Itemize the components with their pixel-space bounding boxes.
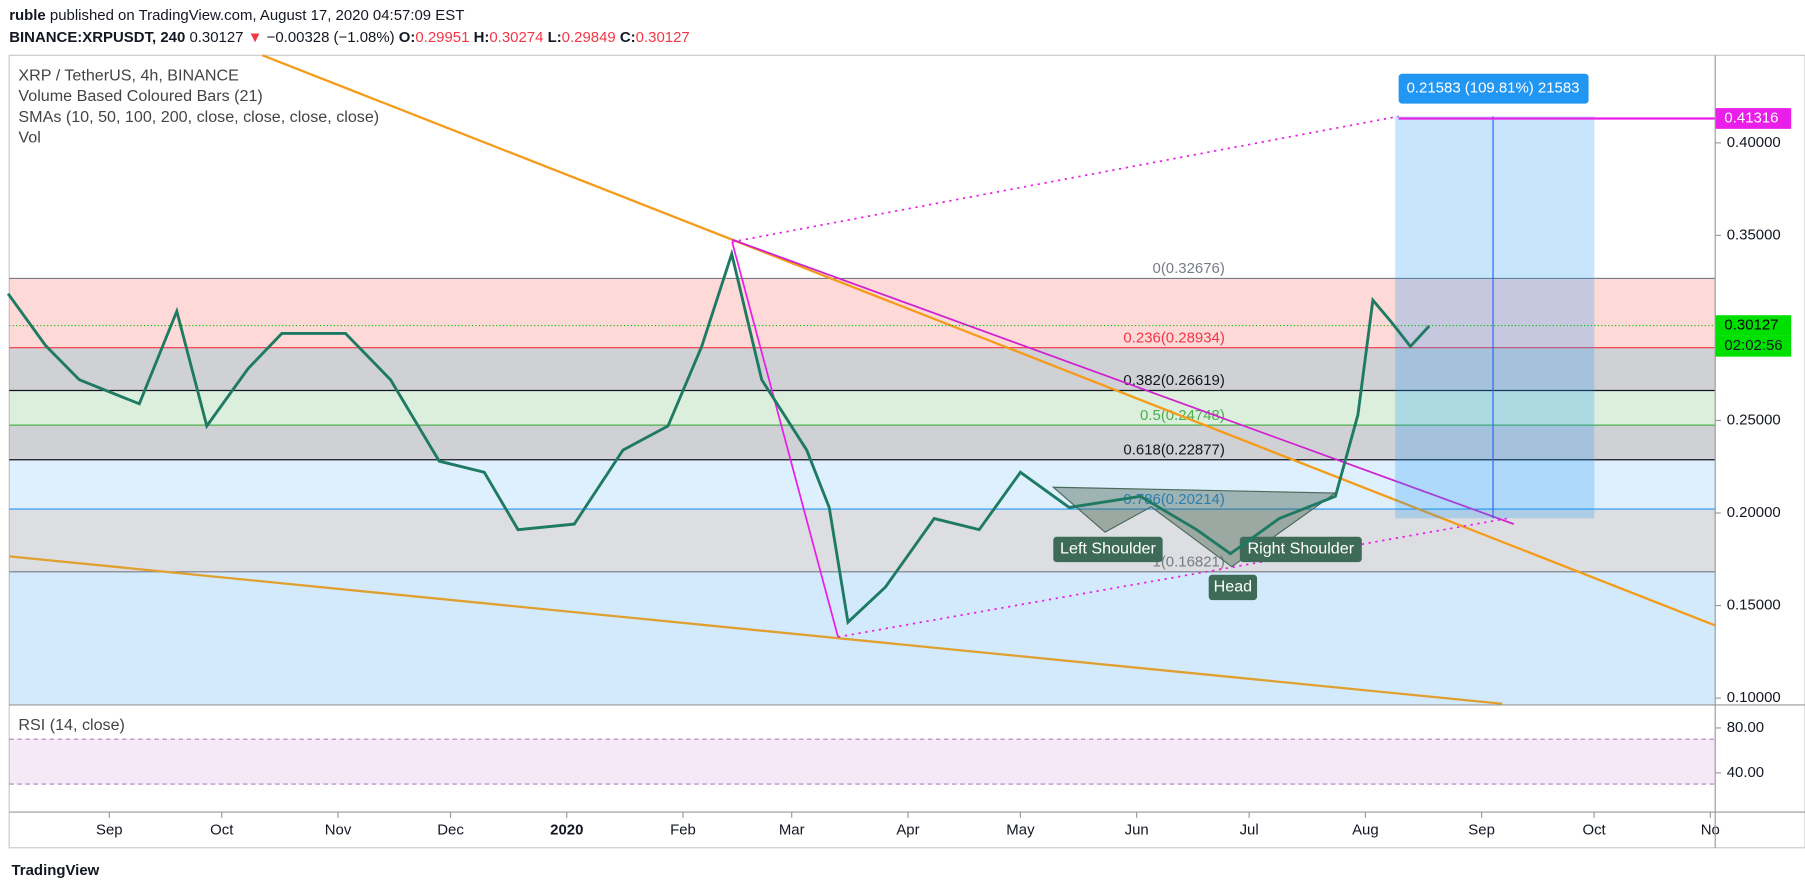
x-tick-label: No bbox=[1701, 821, 1720, 838]
countdown: 02:02:56 bbox=[1724, 337, 1782, 354]
countdown-box bbox=[1715, 335, 1792, 357]
x-tick-label: Sep bbox=[96, 821, 123, 838]
h-label: H: bbox=[474, 29, 490, 46]
trend-line bbox=[731, 241, 839, 638]
ohlc-line: BINANCE:XRPUSDT, 240 0.30127 ▼ −0.00328 … bbox=[9, 29, 690, 46]
fib-band bbox=[9, 459, 1716, 510]
fib-label: 0.786(0.20214) bbox=[1123, 491, 1224, 508]
rsi-tick-label: 80.00 bbox=[1727, 719, 1764, 736]
trend-line bbox=[9, 555, 1503, 705]
measure-label: 0.21583 (109.81%) 21583 bbox=[1407, 80, 1580, 97]
arrow: ▼ bbox=[248, 29, 263, 46]
y-tick-label: 0.20000 bbox=[1727, 504, 1781, 521]
fib-band bbox=[9, 571, 1716, 705]
legend-line: SMAs (10, 50, 100, 200, close, close, cl… bbox=[18, 108, 379, 126]
header-line: ruble published on TradingView.com, Augu… bbox=[9, 7, 464, 24]
x-tick-label: 2020 bbox=[550, 821, 583, 838]
rsi-tick-label: 40.00 bbox=[1727, 764, 1764, 781]
x-tick-label: Jun bbox=[1125, 821, 1149, 838]
fib-label: 0.618(0.22877) bbox=[1123, 441, 1224, 458]
pattern-label-box bbox=[1239, 536, 1362, 563]
x-tick-label: Oct bbox=[210, 821, 234, 838]
x-tick-label: Oct bbox=[1582, 821, 1606, 838]
x-tick-label: Sep bbox=[1468, 821, 1495, 838]
price-line bbox=[6, 248, 1431, 626]
published: published on TradingView.com, August 17,… bbox=[50, 7, 464, 24]
fib-band bbox=[9, 347, 1716, 391]
x-tick-label: Nov bbox=[325, 821, 352, 838]
c-label: C: bbox=[620, 29, 636, 46]
fib-label: 1(0.16821) bbox=[1153, 554, 1225, 571]
x-tick-label: Jul bbox=[1240, 821, 1259, 838]
change: −0.00328 (−1.08%) bbox=[267, 29, 395, 46]
x-tick-label: Aug bbox=[1352, 821, 1379, 838]
frame bbox=[8, 54, 1805, 849]
trend-line bbox=[731, 115, 1399, 243]
legend-line: Volume Based Coloured Bars (21) bbox=[18, 87, 262, 105]
x-tick-label: May bbox=[1006, 821, 1035, 838]
x-tick-label: Mar bbox=[779, 821, 805, 838]
rsi-band bbox=[9, 739, 1716, 785]
y-tick-label: 0.35000 bbox=[1727, 226, 1781, 243]
x-tick-label: Feb bbox=[670, 821, 696, 838]
price-label: 0.30127 bbox=[1724, 317, 1778, 334]
fib-label: 0.236(0.28934) bbox=[1123, 329, 1224, 346]
publisher: ruble bbox=[9, 7, 46, 24]
measure-label-box bbox=[1398, 73, 1589, 104]
fib-band bbox=[9, 425, 1716, 460]
x-tick-label: Apr bbox=[896, 821, 919, 838]
trend-line bbox=[262, 54, 1716, 627]
y-tick-label: 0.40000 bbox=[1727, 134, 1781, 151]
fib-band bbox=[9, 509, 1716, 572]
legend-line: XRP / TetherUS, 4h, BINANCE bbox=[18, 66, 239, 84]
rsi-title: RSI (14, close) bbox=[18, 716, 125, 734]
l-label: L: bbox=[548, 29, 562, 46]
trend-line bbox=[731, 238, 1515, 525]
l: 0.29849 bbox=[562, 29, 616, 46]
x-tick-label: Dec bbox=[437, 821, 464, 838]
y-tick-label: 0.15000 bbox=[1727, 597, 1781, 614]
o: 0.29951 bbox=[415, 29, 469, 46]
pattern-label: Right Shoulder bbox=[1248, 540, 1355, 558]
fib-label: 0.382(0.26619) bbox=[1123, 372, 1224, 389]
trend-line bbox=[837, 517, 1509, 638]
legend-line: Vol bbox=[18, 128, 40, 146]
symbol: BINANCE:XRPUSDT, 240 bbox=[9, 29, 185, 46]
price-label-box bbox=[1715, 108, 1792, 129]
price-label-box bbox=[1715, 315, 1792, 336]
fib-band bbox=[9, 390, 1716, 426]
footer-logo: TradingView bbox=[12, 862, 100, 879]
fib-label: 0(0.32676) bbox=[1153, 260, 1225, 277]
pattern-label-box bbox=[1053, 536, 1163, 563]
c: 0.30127 bbox=[636, 29, 690, 46]
measure-box bbox=[1395, 116, 1595, 519]
h: 0.30274 bbox=[489, 29, 543, 46]
y-tick-label: 0.25000 bbox=[1727, 411, 1781, 428]
y-tick-label: 0.10000 bbox=[1727, 689, 1781, 706]
o-label: O: bbox=[399, 29, 416, 46]
pattern-label: Head bbox=[1214, 578, 1253, 596]
price-label: 0.41316 bbox=[1724, 109, 1778, 126]
pattern-label-box bbox=[1208, 574, 1258, 601]
pattern-label: Left Shoulder bbox=[1060, 540, 1156, 558]
last: 0.30127 bbox=[189, 29, 243, 46]
